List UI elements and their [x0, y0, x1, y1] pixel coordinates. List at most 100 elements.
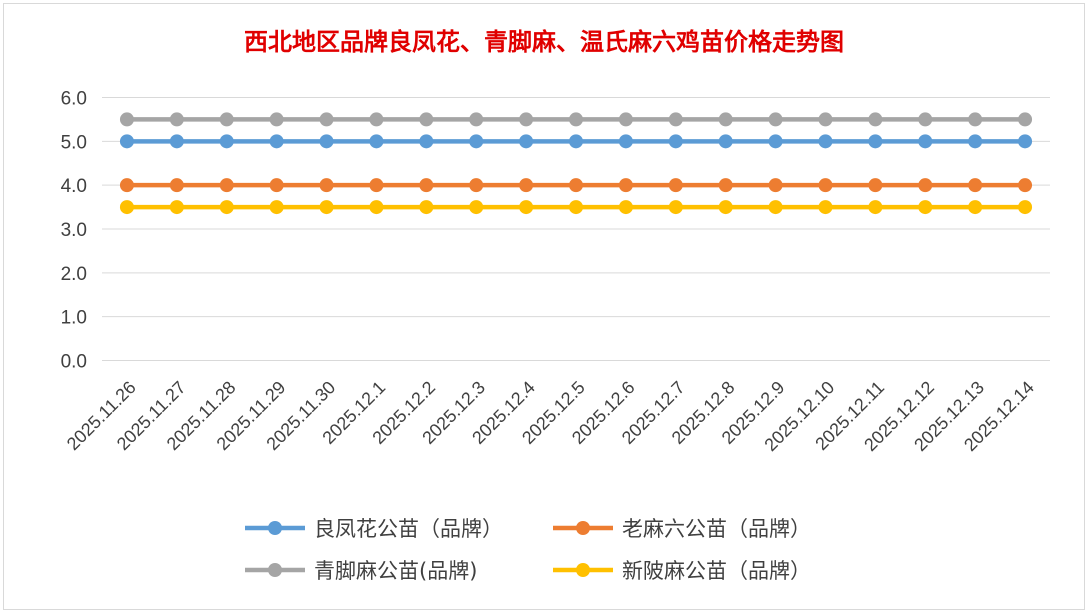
- data-point: [169, 200, 184, 215]
- data-point: [618, 178, 633, 193]
- data-point: [1018, 200, 1033, 215]
- data-point: [519, 178, 534, 193]
- data-point: [718, 134, 733, 149]
- data-point: [768, 112, 783, 127]
- data-point: [768, 134, 783, 149]
- data-point: [119, 134, 134, 149]
- data-point: [419, 200, 434, 215]
- legend-item: 青脚麻公苗(品牌): [245, 559, 477, 583]
- data-point: [668, 134, 683, 149]
- data-point: [868, 112, 883, 127]
- data-point: [668, 200, 683, 215]
- series-4: [119, 200, 1033, 215]
- data-point: [668, 178, 683, 193]
- data-point: [668, 112, 683, 127]
- data-point: [469, 134, 484, 149]
- data-point: [768, 200, 783, 215]
- data-point: [219, 200, 234, 215]
- data-point: [818, 112, 833, 127]
- data-point: [768, 178, 783, 193]
- data-point: [818, 178, 833, 193]
- chart-area-border: [3, 3, 1085, 610]
- data-point: [369, 134, 384, 149]
- data-point: [1018, 134, 1033, 149]
- data-point: [469, 112, 484, 127]
- data-point: [319, 200, 334, 215]
- y-tick-label: 4.0: [61, 176, 87, 197]
- data-point: [718, 112, 733, 127]
- data-point: [469, 178, 484, 193]
- chart-title: 西北地区品牌良凤花、青脚麻、温氏麻六鸡苗价格走势图: [244, 27, 844, 56]
- data-point: [1018, 112, 1033, 127]
- data-point: [319, 134, 334, 149]
- data-point: [219, 178, 234, 193]
- data-point: [369, 178, 384, 193]
- y-axis-ticks: 0.0 1.0 2.0 3.0 4.0 5.0 6.0: [61, 89, 87, 373]
- data-point: [419, 178, 434, 193]
- legend-item: 老麻六公苗（品牌）: [553, 517, 811, 541]
- data-point: [968, 178, 983, 193]
- data-point: [918, 134, 933, 149]
- data-point: [818, 200, 833, 215]
- data-point: [269, 178, 284, 193]
- data-point: [119, 200, 134, 215]
- y-tick-label: 1.0: [61, 308, 87, 329]
- data-point: [469, 200, 484, 215]
- data-point: [718, 200, 733, 215]
- data-point: [968, 112, 983, 127]
- data-point: [269, 200, 284, 215]
- legend-label: 老麻六公苗（品牌）: [622, 517, 811, 541]
- series-group: [119, 112, 1033, 215]
- data-point: [569, 112, 583, 127]
- data-point: [618, 134, 633, 149]
- data-point: [419, 112, 434, 127]
- legend-item: 新陂麻公苗（品牌）: [553, 559, 811, 583]
- data-point: [119, 112, 134, 127]
- data-point: [918, 200, 933, 215]
- data-point: [419, 134, 434, 149]
- data-point: [569, 200, 583, 215]
- data-point: [569, 134, 583, 149]
- legend-item: 良凤花公苗（品牌）: [245, 517, 503, 541]
- legend-label: 良凤花公苗（品牌）: [314, 517, 503, 541]
- data-point: [918, 112, 933, 127]
- data-point: [818, 134, 833, 149]
- data-point: [169, 112, 184, 127]
- legend-marker: [268, 521, 282, 535]
- data-point: [319, 112, 334, 127]
- legend-marker: [576, 563, 590, 577]
- data-point: [369, 112, 384, 127]
- data-point: [219, 134, 234, 149]
- data-point: [918, 178, 933, 193]
- y-tick-label: 0.0: [61, 352, 87, 373]
- series-1: [119, 134, 1033, 149]
- legend-marker: [268, 563, 282, 577]
- data-point: [968, 134, 983, 149]
- data-point: [119, 178, 134, 193]
- series-3: [119, 112, 1033, 127]
- data-point: [369, 200, 384, 215]
- data-point: [269, 134, 284, 149]
- y-tick-label: 6.0: [61, 89, 87, 110]
- data-point: [968, 200, 983, 215]
- data-point: [868, 134, 883, 149]
- data-point: [1018, 178, 1033, 193]
- data-point: [519, 200, 534, 215]
- y-tick-label: 5.0: [61, 132, 87, 153]
- data-point: [319, 178, 334, 193]
- data-point: [618, 200, 633, 215]
- y-tick-label: 2.0: [61, 264, 87, 285]
- y-tick-label: 3.0: [61, 220, 87, 241]
- data-point: [569, 178, 583, 193]
- legend-label: 青脚麻公苗(品牌): [314, 559, 477, 583]
- data-point: [269, 112, 284, 127]
- legend: 良凤花公苗（品牌） 老麻六公苗（品牌） 青脚麻公苗(品牌) 新陂麻公苗（品牌）: [245, 517, 811, 583]
- series-2: [119, 178, 1033, 193]
- data-point: [169, 134, 184, 149]
- data-point: [618, 112, 633, 127]
- data-point: [219, 112, 234, 127]
- data-point: [519, 134, 534, 149]
- legend-marker: [576, 521, 590, 535]
